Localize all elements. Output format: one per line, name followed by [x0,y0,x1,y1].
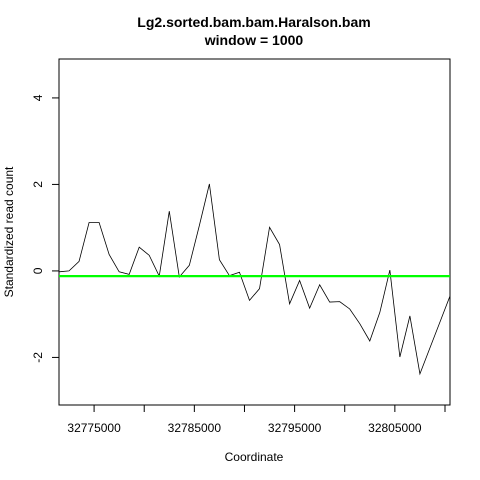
x-tick-label: 32775000 [67,421,121,435]
x-tick-label: 32805000 [368,421,422,435]
y-tick-label: -2 [31,352,45,363]
chart-subtitle: window = 1000 [204,32,304,48]
x-axis: 32775000 32785000 32795000 32805000 [67,405,446,435]
x-tick-label: 32785000 [168,421,222,435]
y-axis-label: Standardized read count [2,166,16,297]
y-tick-label: 0 [31,267,45,274]
y-tick-label: 4 [31,94,45,101]
x-tick-label: 32795000 [268,421,322,435]
y-axis: -2 0 2 4 [31,94,59,363]
plot-frame [58,58,451,406]
chart-title: Lg2.sorted.bam.bam.Haralson.bam [137,14,370,30]
series-layer [59,183,450,376]
y-tick-label: 2 [31,181,45,188]
x-axis-label: Coordinate [225,450,284,464]
read-count-line [59,183,450,376]
